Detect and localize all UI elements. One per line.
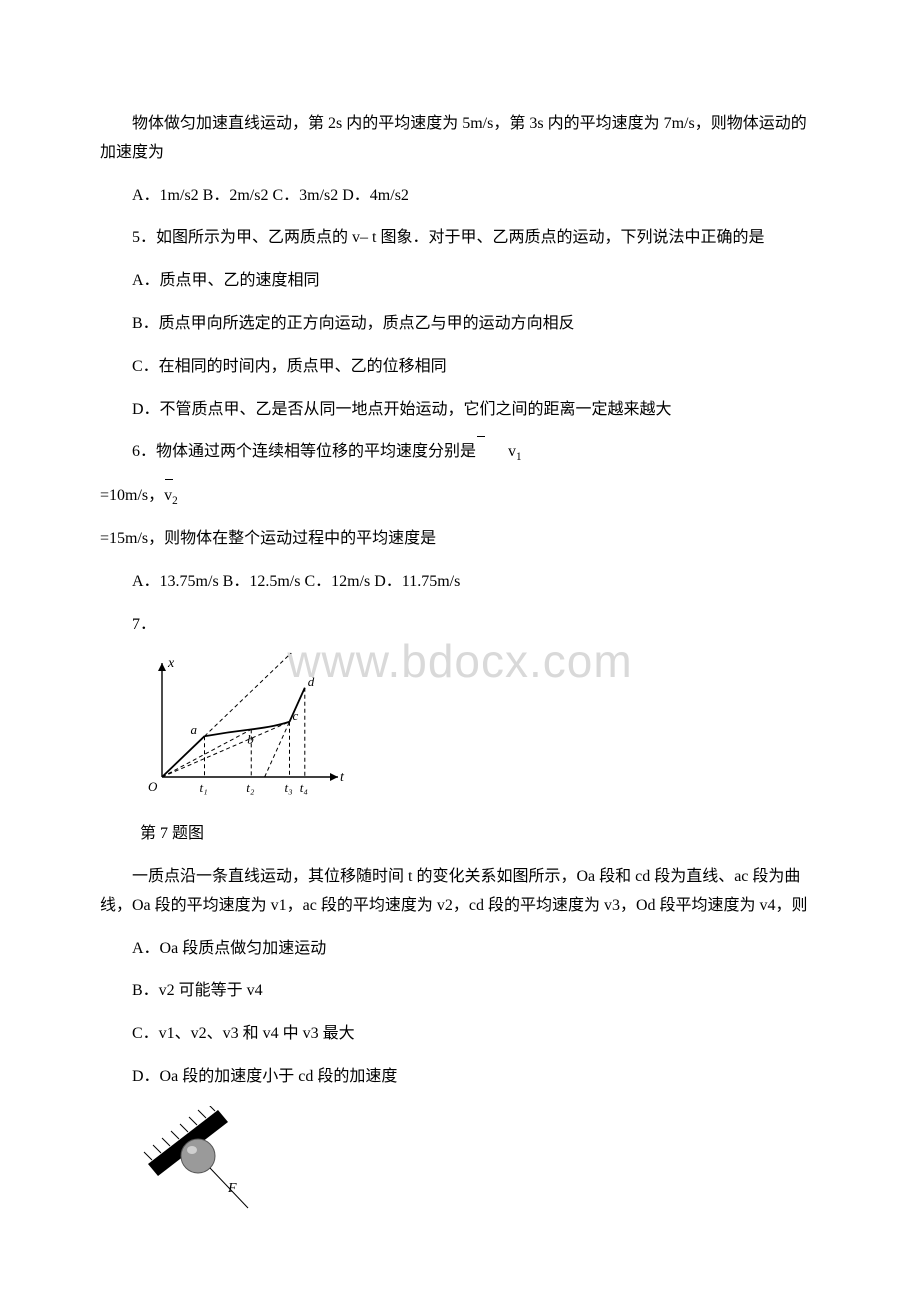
q8-figure: F: [140, 1106, 820, 1237]
v2-letter: v: [164, 487, 172, 504]
svg-text:x: x: [167, 656, 175, 671]
svg-text:d: d: [308, 674, 315, 689]
v1-symbol: v1: [476, 438, 522, 467]
svg-text:t₄: t₄: [300, 780, 309, 795]
svg-text:b: b: [247, 732, 254, 747]
q5-option-b: B．质点甲向所选定的正方向运动，质点乙与甲的运动方向相反: [100, 310, 820, 339]
svg-text:t₂: t₂: [246, 780, 255, 795]
q6-stem-pre: 6．物体通过两个连续相等位移的平均速度分别是: [132, 443, 476, 460]
q4-stem: 物体做匀加速直线运动，第 2s 内的平均速度为 5m/s，第 3s 内的平均速度…: [100, 110, 820, 168]
q5-option-d: D．不管质点甲、乙是否从同一地点开始运动，它们之间的距离一定越来越大: [100, 396, 820, 425]
q6-stem-line1: 6．物体通过两个连续相等位移的平均速度分别是v1: [100, 438, 820, 467]
v1-letter: v: [508, 443, 516, 460]
svg-text:a: a: [191, 723, 198, 738]
svg-text:O: O: [148, 779, 158, 794]
q7-option-a: A．Oa 段质点做匀加速运动: [100, 935, 820, 964]
q7-number: 7．: [100, 611, 820, 640]
v1-sub: 1: [516, 452, 522, 464]
q8-figure-svg: F: [140, 1106, 270, 1226]
q7-option-d: D．Oa 段的加速度小于 cd 段的加速度: [100, 1063, 820, 1092]
q6-stem-line2: =10m/s，v2: [100, 482, 820, 511]
svg-text:F: F: [227, 1181, 237, 1196]
svg-text:c: c: [293, 708, 299, 723]
q7-graph: x t Oa b c d t₁ t₂ t₃ t₄: [140, 653, 820, 814]
svg-text:t₃: t₃: [285, 780, 293, 795]
q6-options: A．13.75m/s B．12.5m/s C．12m/s D．11.75m/s: [100, 568, 820, 597]
q4-options: A．1m/s2 B．2m/s2 C．3m/s2 D．4m/s2: [100, 182, 820, 211]
q7-option-c: C．v1、v2、v3 和 v4 中 v3 最大: [100, 1020, 820, 1049]
q5-option-a: A．质点甲、乙的速度相同: [100, 267, 820, 296]
q5-option-c: C．在相同的时间内，质点甲、乙的位移相同: [100, 353, 820, 382]
v2-symbol: v2: [164, 482, 178, 511]
q6-stem-line3: =15m/s，则物体在整个运动过程中的平均速度是: [100, 525, 820, 554]
page-content: 物体做匀加速直线运动，第 2s 内的平均速度为 5m/s，第 3s 内的平均速度…: [100, 110, 820, 1237]
svg-text:t₁: t₁: [200, 780, 208, 795]
q5-stem: 5．如图所示为甲、乙两质点的 v– t 图象．对于甲、乙两质点的运动，下列说法中…: [100, 224, 820, 253]
q7-stem: 一质点沿一条直线运动，其位移随时间 t 的变化关系如图所示，Oa 段和 cd 段…: [100, 863, 820, 921]
q7-xt-graph-svg: x t Oa b c d t₁ t₂ t₃ t₄: [140, 653, 350, 803]
v2-sub: 2: [172, 495, 178, 507]
q6-line2-pre: =10m/s，: [100, 487, 164, 504]
svg-text:t: t: [340, 770, 345, 785]
q7-caption: 第 7 题图: [140, 820, 820, 849]
q7-option-b: B．v2 可能等于 v4: [100, 977, 820, 1006]
